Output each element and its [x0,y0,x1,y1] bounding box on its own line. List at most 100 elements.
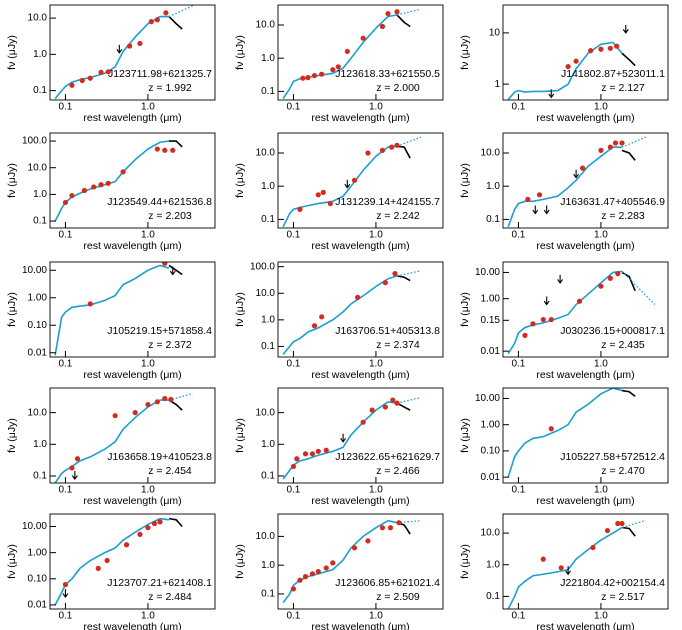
redshift: z = 1.992 [148,82,192,94]
data-point [522,332,528,338]
panel: 0.1 1.0 0.01 0.15 1.00 10.00 rest wavelength (… [459,261,669,381]
x-axis-label: rest wavelength (μm) [311,240,409,252]
axes-frame [502,513,669,610]
data-point [614,43,620,49]
y-tick-label: 1.0 [33,439,47,450]
data-point [379,147,386,153]
data-point [323,447,329,453]
model-curve [168,264,183,276]
upper-limit-arrow [557,274,564,284]
x-axis-label: rest wavelength (μm) [83,240,181,252]
data-point [148,19,154,25]
redshift: z = 2.000 [376,82,420,94]
model-extension [621,136,647,148]
model-curve [396,275,411,282]
data-point [351,177,358,183]
data-point [320,189,326,195]
x-axis-label: rest wavelength (μm) [83,495,181,507]
data-point [379,525,386,531]
plot-area [54,140,183,222]
data-point [565,63,571,70]
panel: 0.1 1.0 0.1 1.0 10.0 100.0 rest wavelength (μm… [234,261,444,381]
redshift: z = 2.517 [601,591,645,603]
axes-frame [502,132,669,229]
x-axis-label: rest wavelength (μm) [83,112,181,124]
x-tick-label: 1.0 [141,102,155,113]
data-point [573,58,579,64]
x-tick-label: 0.1 [511,230,525,241]
data-point [87,75,93,81]
upper-limit-arrow [543,296,550,306]
axes-frame [502,4,669,101]
y-tick-label: 0.1 [261,471,275,482]
y-tick-label: 0.1 [486,591,500,602]
data-point [79,77,85,84]
data-point [168,396,174,403]
x-tick-label: 0.1 [286,359,300,370]
y-tick-label: 0.01 [481,472,501,483]
y-tick-label: 1.0 [261,53,275,64]
data-point [311,72,318,79]
data-point [315,192,321,198]
data-point [105,69,111,75]
data-point [132,410,138,416]
model-curve [54,264,170,356]
data-point [297,206,303,212]
data-point [112,413,118,419]
axes-frame [49,261,216,358]
source-name: J163706.51+405313.8 [335,325,440,337]
y-tick-label: 0.10 [481,446,501,457]
y-tick-label: 1.0 [261,560,275,571]
x-axis-label: rest wavelength (μm) [536,240,634,252]
y-tick-label: 10.0 [256,531,276,542]
upper-limit-arrow [71,471,78,480]
data-point [98,69,104,75]
y-tick-label: 1 [494,79,500,90]
model-curve [507,41,623,100]
data-point [309,571,316,577]
model-curve [507,388,623,478]
axes-frame [49,4,216,101]
x-tick-label: 1.0 [141,611,155,622]
upper-limit-arrow [573,169,580,179]
data-point [540,316,546,323]
y-tick-label: 1.0 [33,189,47,200]
model-extension [396,136,422,147]
data-point [619,520,625,527]
data-point [576,298,583,304]
x-tick-label: 0.1 [286,611,300,622]
redshift: z = 2.435 [601,339,645,351]
x-tick-label: 1.0 [141,359,155,370]
model-extension [168,5,194,18]
axes-frame [49,132,216,229]
model-curve [282,519,398,604]
y-tick-label: 100.0 [22,136,47,147]
data-point [365,538,371,544]
x-tick-label: 0.1 [58,230,72,241]
panel: 0.1 1.0 0.1 1.0 10.0 rest wavelength (μm) fν (… [6,387,216,507]
data-point [302,574,309,580]
redshift: z = 2.484 [148,591,192,603]
data-point [369,407,375,413]
data-point [154,146,160,152]
x-tick-label: 0.1 [511,102,525,113]
y-tick-label: 0.1 [261,589,275,600]
panel: 0.1 1.0 0.01 0.10 1.00 10.00 rest wavelength (… [6,513,216,630]
y-axis-label: fν (μJy) [234,163,246,198]
data-point [69,465,75,471]
y-tick-label: 1.0 [486,559,500,570]
data-point [127,43,133,49]
y-tick-label: 0.01 [481,346,501,357]
model-curve [282,145,398,228]
x-axis-label: rest wavelength (μm) [536,495,634,507]
data-point [137,531,143,537]
y-tick-label: 10.0 [481,528,501,539]
y-axis-label: fν (μJy) [459,35,471,70]
data-point [327,200,333,207]
x-axis-label: rest wavelength (μm) [536,621,634,630]
redshift: z = 2.242 [376,210,420,222]
data-point [548,316,554,323]
y-axis-label: fν (μJy) [459,418,471,453]
y-tick-label: 10.00 [475,393,500,404]
source-name: J131239.14+424155.7 [335,196,440,208]
